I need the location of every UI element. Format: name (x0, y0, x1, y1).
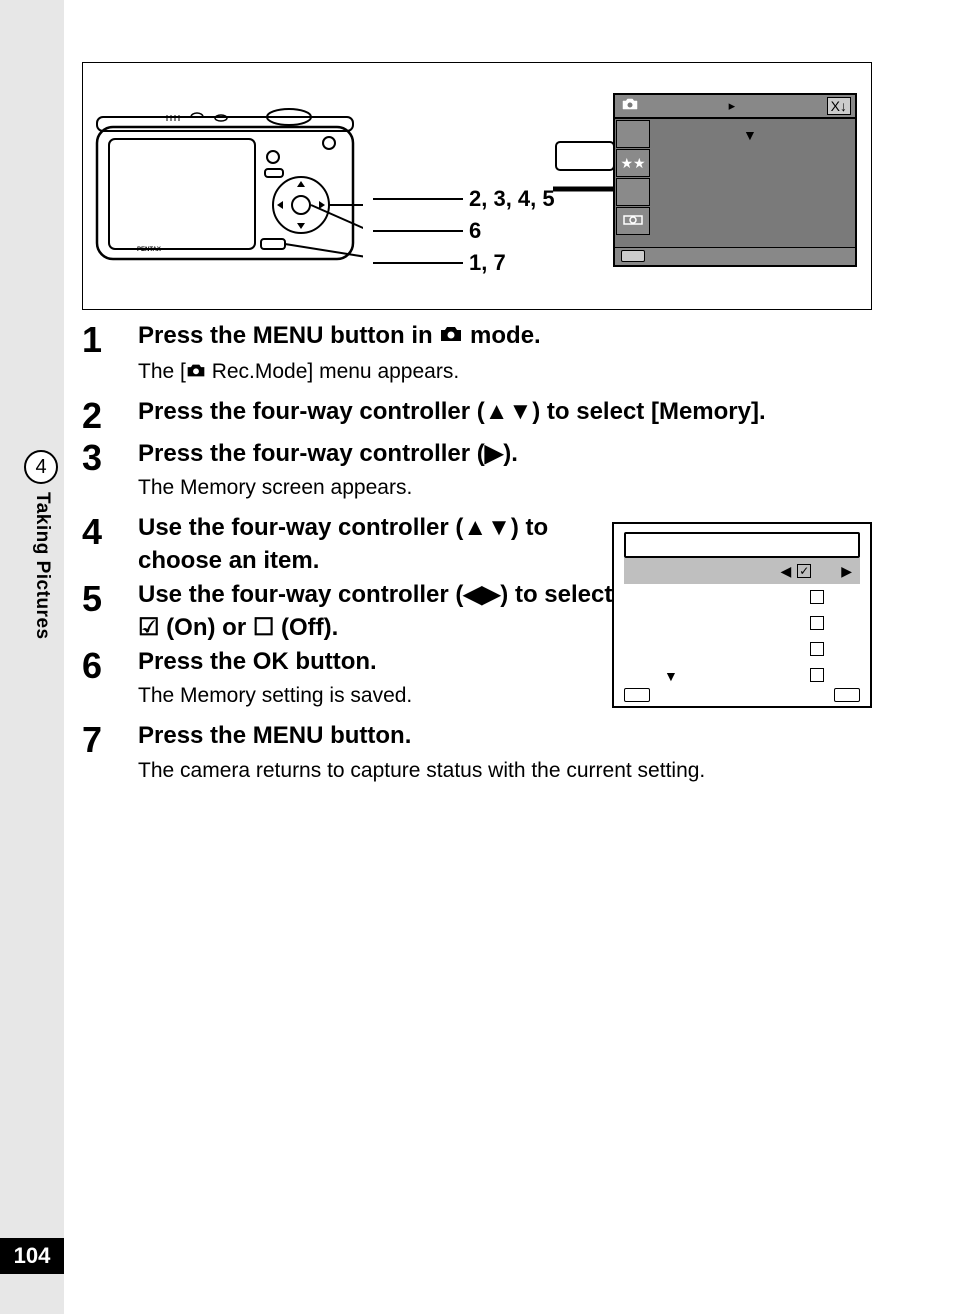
menu-button-graphic (555, 141, 615, 171)
step-subtext: The Memory setting is saved. (138, 684, 618, 708)
step-number: 7 (82, 720, 138, 792)
text: Press the (138, 648, 253, 675)
checkbox-icon (810, 642, 824, 656)
step-number: 6 (82, 646, 138, 718)
text: Rec.Mode] menu appears. (206, 360, 459, 383)
left-arrow-icon: ◀ (780, 563, 791, 580)
checkbox-checked-icon (797, 564, 811, 578)
chapter-label: Taking Pictures (31, 492, 53, 640)
step-heading: Press the OK button. (138, 646, 618, 678)
lcd-body: ▼ (653, 121, 853, 245)
camera-illustration: PENTAX (93, 99, 363, 269)
lcd-side-quality: ★★ (616, 149, 650, 177)
step-number: 3 (82, 438, 138, 510)
step-7: 7 Press the MENU button. The camera retu… (82, 720, 872, 792)
text: The [ (138, 360, 186, 383)
callout-3: 1, 7 (469, 247, 506, 279)
af-icon (623, 213, 643, 230)
memory-settings-lcd: ◀ ▶ ▼ (612, 522, 872, 708)
checkbox-icon (810, 590, 824, 604)
step-heading: Press the MENU button. (138, 720, 872, 752)
text: button. (323, 722, 411, 749)
lcd-side-icons: ★★ (615, 119, 651, 236)
step-heading: Press the four-way controller (▲▼) to se… (138, 396, 872, 428)
lcd-tab-secondary: X↓ (827, 97, 851, 115)
text: button. (289, 648, 377, 675)
camera-icon (621, 97, 639, 116)
callout-2: 6 (469, 215, 481, 247)
camera-icon (439, 321, 463, 351)
footer-btn-right (834, 688, 860, 702)
manual-page: 104 4 Taking Pictures PENTAX (0, 0, 954, 1314)
memory-row (624, 610, 860, 636)
text: mode. (463, 322, 540, 349)
step-number: 1 (82, 320, 138, 394)
chapter-number-circle: 4 (24, 450, 58, 484)
memory-row: ◀ ▶ (624, 558, 860, 584)
step-number: 2 (82, 396, 138, 436)
lcd-tab-bar: ▸ X↓ (615, 95, 855, 119)
step-3: 3 Press the four-way controller (▶). The… (82, 438, 872, 510)
lcd-footer (615, 247, 855, 265)
svg-text:PENTAX: PENTAX (137, 247, 161, 253)
right-arrow-icon: ▶ (841, 563, 852, 580)
step-heading: Press the MENU button in mode. (138, 320, 872, 352)
lcd-side-blank2 (616, 178, 650, 206)
text: Press the (138, 322, 253, 349)
step-heading: Use the four-way controller (▲▼) to choo… (138, 512, 618, 577)
step-2: 2 Press the four-way controller (▲▼) to … (82, 396, 872, 436)
down-triangle-icon: ▼ (743, 127, 757, 143)
lcd-tab-arrow-icon: ▸ (729, 98, 736, 114)
checkbox-icon (810, 668, 824, 682)
chapter-tab: 4 Taking Pictures (20, 450, 64, 710)
lcd-footer-btn (621, 250, 645, 262)
checkbox-icon (810, 616, 824, 630)
text: Press the (138, 722, 253, 749)
memory-title (624, 532, 860, 558)
step-number: 4 (82, 512, 138, 577)
rec-mode-lcd: ▸ X↓ ★★ ▼ (613, 93, 857, 267)
top-diagram: PENTAX 2, 3, 4, 5 6 1, 7 (82, 62, 872, 310)
step-heading: Press the four-way controller (▶). (138, 438, 872, 470)
text: button in (323, 322, 439, 349)
footer-btn-left (624, 688, 650, 702)
lcd-side-af (616, 207, 650, 235)
callout-1: 2, 3, 4, 5 (469, 183, 555, 215)
step-heading: Use the four-way controller (◀▶) to sele… (138, 579, 618, 644)
step-subtext: The camera returns to capture status wit… (138, 759, 872, 783)
lcd-side-blank (616, 120, 650, 148)
scroll-down-icon: ▼ (664, 668, 678, 684)
memory-row (624, 662, 860, 688)
memory-row (624, 636, 860, 662)
page-number: 104 (0, 1238, 64, 1274)
camera-icon (186, 358, 206, 384)
memory-footer (624, 688, 860, 702)
step-subtext: The Memory screen appears. (138, 476, 872, 500)
step-subtext: The [ Rec.Mode] menu appears. (138, 358, 872, 384)
step-1: 1 Press the MENU button in mode. The [ R… (82, 320, 872, 394)
menu-button-label: MENU (253, 322, 324, 349)
menu-button-label: MENU (253, 722, 324, 749)
callout-labels: 2, 3, 4, 5 6 1, 7 (373, 183, 555, 279)
step-number: 5 (82, 579, 138, 644)
memory-row (624, 584, 860, 610)
ok-button-label: OK (253, 648, 289, 675)
